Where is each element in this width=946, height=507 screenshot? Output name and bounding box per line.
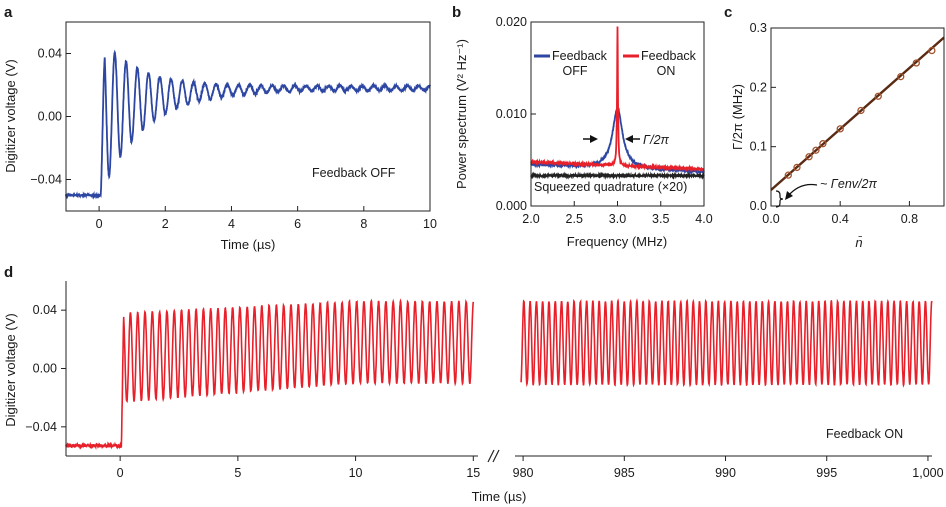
- brace-icon: [775, 190, 784, 208]
- panel-a-xtick-label: 10: [423, 217, 437, 231]
- panel-c-data-point: [793, 163, 801, 172]
- panel-b-xtick-label: 4.0: [695, 212, 712, 226]
- squeezed-annotation: Squeezed quadrature (×20): [534, 180, 687, 194]
- panel-d-xtick-label: 1,000: [912, 466, 943, 480]
- panel-c-data-point: [912, 59, 920, 67]
- panel-c-plot-area: [770, 36, 945, 191]
- panel-a-ytick-label: −0.04: [30, 173, 62, 187]
- panel-d-ytick-label: −0.04: [25, 420, 57, 434]
- panel-c-data-point: [857, 106, 865, 115]
- panel-a-xtick-label: 6: [294, 217, 301, 231]
- panel-b-plot-area: [530, 26, 705, 180]
- legend-label-feedback-on-line1: Feedback: [641, 49, 697, 63]
- panel-a-ylabel: Digitizer voltage (V): [3, 59, 18, 172]
- panel-d-xtick-label: 990: [715, 466, 736, 480]
- panel-b-ticks: 2.0 2.5 3.0 3.5 4.0 0.000 0.010 0.020: [496, 15, 713, 226]
- panel-d-series-feedback-on-segment-1: [65, 298, 475, 451]
- annotation-arrow-icon: [785, 191, 793, 200]
- axis-break-mark-left: [487, 449, 495, 463]
- panel-c-chart: 0.0 0.4 0.8 0.0 0.1 0.2 0.3 n̄ Γ/2π (MHz) ~ Γe…: [730, 21, 945, 250]
- panel-b-xtick-label: 3.0: [609, 212, 626, 226]
- panel-b-xlabel: Frequency (MHz): [567, 234, 667, 249]
- panel-label-c: c: [724, 4, 732, 21]
- panel-a-ticks: 0 2 4 6 8 10 −0.04 0.00 0.04: [30, 47, 437, 232]
- linewidth-arrow-left-icon: [590, 135, 598, 143]
- panel-b-xtick-label: 2.5: [566, 212, 583, 226]
- panel-c-ytick-label: 0.3: [750, 21, 767, 35]
- panel-b-ytick-label: 0.020: [496, 15, 527, 29]
- panel-d-xtick-label: 985: [614, 466, 635, 480]
- panel-c-data-point: [805, 153, 813, 161]
- panel-a-ytick-label: 0.00: [38, 110, 62, 124]
- panel-c-xtick-label: 0.4: [832, 212, 849, 226]
- legend-label-feedback-off-line1: Feedback: [552, 49, 608, 63]
- panel-d-xtick-label: 10: [349, 466, 363, 480]
- panel-c-fit-line: [770, 36, 945, 191]
- panel-c-data-point: [784, 171, 792, 179]
- panel-c-ytick-label: 0.1: [750, 140, 767, 154]
- legend-label-feedback-off-line2: OFF: [563, 64, 588, 78]
- panel-a-series-feedback-off: [65, 49, 431, 200]
- panel-a-xlabel: Time (µs): [221, 237, 276, 252]
- panel-d-xtick-label: 980: [513, 466, 534, 480]
- panel-c-xtick-label: 0.8: [901, 212, 918, 226]
- panel-c-annotation: ~ Γenv/2π: [820, 177, 877, 191]
- annotation-arrow-shaft: [787, 183, 818, 197]
- panel-b-ylabel: Power spectrum (V² Hz⁻¹): [454, 39, 469, 189]
- panel-c-data-point: [928, 46, 936, 55]
- panel-d-ytick-label: 0.04: [33, 303, 57, 317]
- panel-d-ticks: 0 5 10 15 980 985 990 995 1,000 −0.04 0.00 0.04: [25, 303, 943, 480]
- panel-b-ytick-label: 0.010: [496, 107, 527, 121]
- legend-label-feedback-on-line2: ON: [657, 64, 676, 78]
- panel-b-xtick-label: 2.0: [522, 212, 539, 226]
- panel-c-xtick-label: 0.0: [762, 212, 779, 226]
- panel-c-data-point: [897, 73, 905, 81]
- panel-d-annotation: Feedback ON: [826, 427, 903, 441]
- panel-b-ytick-label: 0.000: [496, 199, 527, 213]
- panel-a-xtick-label: 0: [96, 217, 103, 231]
- panel-d-xtick-label: 995: [816, 466, 837, 480]
- panel-d-xtick-label: 15: [466, 466, 480, 480]
- linewidth-annotation: Γ/2π: [643, 133, 670, 147]
- panel-label-a: a: [4, 4, 13, 21]
- panel-c-xlabel: n̄: [855, 235, 862, 250]
- panel-c-data-point: [812, 146, 820, 154]
- linewidth-arrow-right-icon: [625, 135, 633, 143]
- axis-break-mark-right: [492, 449, 500, 463]
- panel-b-chart: 2.0 2.5 3.0 3.5 4.0 0.000 0.010 0.020 Frequency…: [454, 15, 713, 249]
- panel-c-ytick-label: 0.2: [750, 80, 767, 94]
- panel-b-series-feedback-on: [530, 26, 705, 174]
- panel-a-xtick-label: 2: [162, 217, 169, 231]
- panel-c-data-point: [819, 140, 827, 148]
- panel-a-chart: 0 2 4 6 8 10 −0.04 0.00 0.04 Time (µs) Digitizer…: [3, 21, 437, 252]
- panel-c-data-point: [836, 125, 844, 133]
- panel-d-plot-area: [65, 298, 933, 451]
- panel-c-ylabel: Γ/2π (MHz): [730, 84, 745, 150]
- panel-a-frame: [65, 21, 431, 212]
- panel-a-annotation: Feedback OFF: [312, 166, 396, 180]
- panel-label-b: b: [452, 4, 461, 21]
- panel-c-ytick-label: 0.0: [750, 199, 767, 213]
- panel-d-ylabel: Digitizer voltage (V): [3, 313, 18, 426]
- panel-c-data-point: [874, 92, 882, 100]
- panel-a-ytick-label: 0.04: [38, 47, 62, 61]
- panel-a-plot-area: [65, 49, 431, 200]
- panel-d-xtick-label: 5: [234, 466, 241, 480]
- panel-b-series-squeezed: [530, 171, 705, 180]
- panel-d-xlabel: Time (µs): [472, 489, 527, 504]
- panel-c-ticks: 0.0 0.4 0.8 0.0 0.1 0.2 0.3: [750, 21, 919, 226]
- panel-d-series-feedback-on-segment-2: [520, 298, 933, 388]
- panel-a-xtick-label: 4: [228, 217, 235, 231]
- panel-c-frame: [770, 27, 945, 207]
- panel-d-chart: 0 5 10 15 980 985 990 995 1,000 −0.04 0.00 0.04 Tim…: [3, 281, 944, 504]
- panel-d-xtick-label: 0: [117, 466, 124, 480]
- panel-d-ytick-label: 0.00: [33, 362, 57, 376]
- panel-b-xtick-label: 3.5: [652, 212, 669, 226]
- panel-label-d: d: [4, 264, 13, 281]
- panel-a-xtick-label: 8: [360, 217, 367, 231]
